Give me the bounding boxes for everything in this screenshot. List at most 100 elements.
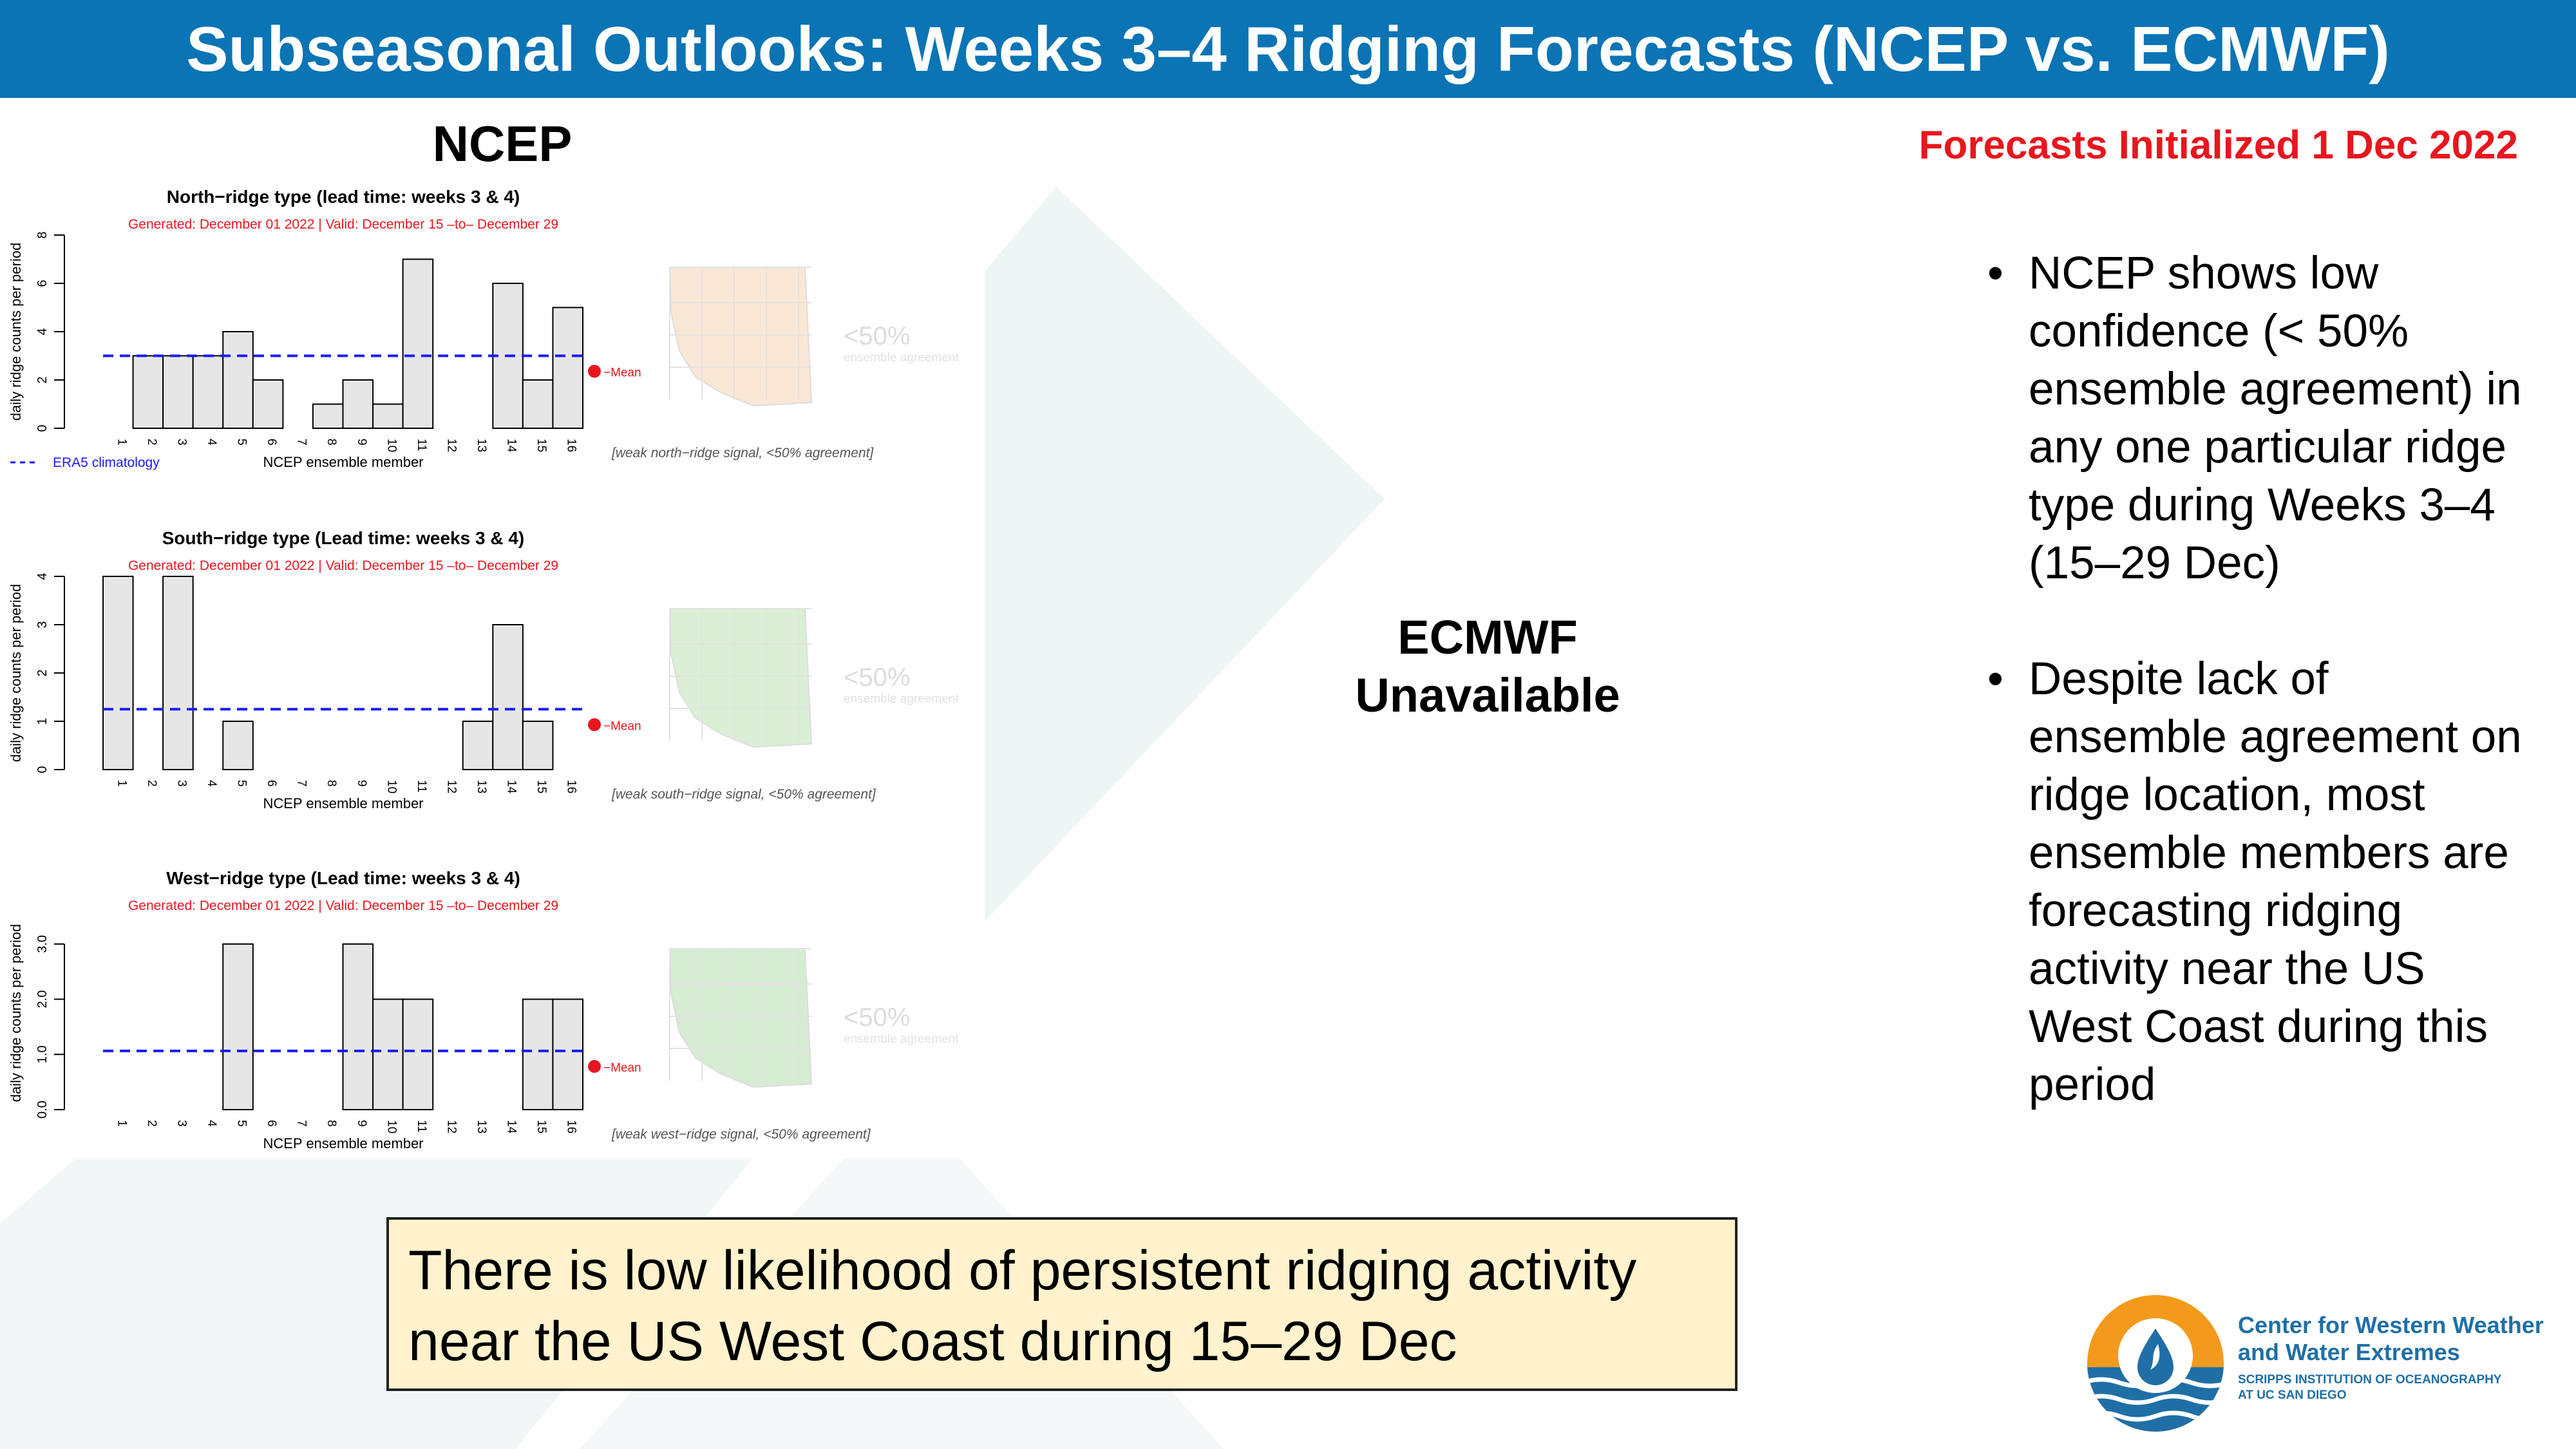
ncep-charts-panel: North−ridge type (lead time: weeks 3 & 4…: [0, 171, 985, 1159]
bar: [222, 943, 254, 1110]
logo-sub-line: AT UC SAN DIEGO: [2238, 1388, 2347, 1402]
x-tick-label: 7: [295, 780, 308, 787]
y-tick-label: 4: [35, 328, 50, 335]
y-tick-label: 1: [35, 717, 50, 724]
x-tick-label: 8: [325, 1120, 338, 1127]
ecmwf-label: ECMWF: [1397, 611, 1578, 664]
x-tick-label: 9: [355, 439, 368, 446]
x-tick-label: 2: [145, 1120, 158, 1127]
x-tick-label: 2: [145, 439, 158, 446]
y-tick-label: 2.0: [35, 990, 50, 1009]
chart-subtitle: Generated: December 01 2022 | Valid: Dec…: [128, 217, 558, 232]
bar: [342, 379, 374, 429]
x-tick-label: 4: [205, 780, 218, 787]
x-tick-label: 16: [565, 780, 578, 793]
bar: [222, 331, 254, 429]
map-agreement-pct: <50%: [844, 663, 910, 692]
map-agreement-caption: ensemble agreement: [844, 351, 959, 365]
bar: [252, 379, 284, 429]
y-axis-label: daily ridge counts per period: [8, 924, 24, 1102]
x-tick-label: 4: [205, 439, 218, 446]
bar: [552, 307, 583, 429]
y-tick-label: 2: [35, 669, 50, 676]
x-tick-label: 8: [325, 439, 338, 446]
y-tick-label: 1.0: [35, 1045, 50, 1063]
y-axis-label: daily ridge counts per period: [8, 243, 24, 421]
bar: [372, 998, 404, 1110]
forecast-init-label: Forecasts Initialized 1 Dec 2022: [1918, 123, 2518, 167]
x-tick-label: 12: [444, 1120, 458, 1133]
bar: [342, 943, 374, 1110]
ecmwf-unavailable-message: ECMWF Unavailable: [1288, 609, 1687, 724]
legend-label: ERA5 climatology: [53, 455, 160, 470]
y-tick-label: 4: [35, 573, 50, 580]
x-tick-label: 15: [535, 780, 548, 793]
x-tick-label: 12: [444, 780, 458, 793]
x-tick-label: 10: [384, 1120, 398, 1133]
map-land: [668, 267, 813, 407]
x-tick-label: 11: [415, 439, 428, 451]
x-tick-label: 5: [235, 780, 249, 787]
mean-dot: [588, 1059, 601, 1073]
key-point: NCEP shows low confidence (< 50% ensembl…: [1984, 245, 2537, 592]
bar: [102, 576, 134, 770]
summary-line: There is low likelihood of persistent ri…: [408, 1240, 1637, 1302]
y-tick-label: 0: [35, 424, 50, 431]
x-tick-label: 3: [175, 780, 188, 787]
chart-subtitle: Generated: December 01 2022 | Valid: Dec…: [128, 898, 558, 913]
x-tick-label: 10: [384, 439, 398, 452]
map-agreement-caption: ensemble agreement: [844, 1032, 959, 1046]
key-point: Despite lack of ensemble agreement on ri…: [1984, 650, 2537, 1114]
x-tick-label: 2: [145, 780, 158, 787]
map-agreement-caption: ensemble agreement: [844, 692, 959, 706]
x-tick-label: 3: [175, 1120, 188, 1127]
y-tick-label: 2: [35, 376, 50, 383]
x-tick-label: 15: [535, 1120, 548, 1133]
x-tick-label: 7: [295, 439, 308, 446]
bar: [462, 721, 494, 770]
y-tick-label: 6: [35, 279, 50, 287]
chart-title: North−ridge type (lead time: weeks 3 & 4…: [167, 187, 520, 207]
logo-subtitle: SCRIPPS INSTITUTION OF OCEANOGRAPHY AT U…: [2238, 1372, 2547, 1403]
bar: [552, 998, 583, 1110]
x-tick-label: 1: [115, 780, 128, 787]
north-ridge-chart: North−ridge type (lead time: weeks 3 & 4…: [8, 187, 959, 470]
bar: [162, 355, 194, 429]
x-tick-label: 5: [235, 439, 249, 446]
signal-note: [weak south−ridge signal, <50% agreement…: [611, 787, 876, 802]
mean-label: −Mean: [603, 366, 641, 380]
y-tick-label: 8: [35, 231, 50, 238]
x-tick-label: 6: [265, 439, 278, 446]
bar: [492, 624, 524, 770]
map-agreement-pct: <50%: [844, 1003, 910, 1032]
signal-note: [weak west−ridge signal, <50% agreement]: [611, 1127, 871, 1142]
mean-label: −Mean: [603, 719, 641, 733]
x-tick-label: 1: [115, 1120, 128, 1127]
y-tick-label: 3.0: [35, 935, 50, 953]
cw3e-logo: Center for Western Weather and Water Ext…: [2083, 1291, 2547, 1436]
x-tick-label: 16: [565, 439, 578, 452]
x-axis-label: NCEP ensemble member: [263, 454, 423, 470]
x-tick-label: 14: [505, 1120, 518, 1134]
map-land: [668, 948, 813, 1088]
logo-name-line: and Water Extremes: [2238, 1339, 2460, 1365]
x-tick-label: 4: [205, 1120, 218, 1127]
x-tick-label: 13: [475, 439, 488, 452]
south-ridge-chart: South−ridge type (Lead time: weeks 3 & 4…: [8, 528, 959, 811]
chart-title: West−ridge type (Lead time: weeks 3 & 4): [166, 868, 520, 888]
logo-sub-line: SCRIPPS INSTITUTION OF OCEANOGRAPHY: [2238, 1373, 2502, 1387]
bar: [522, 998, 554, 1110]
y-axis-label: daily ridge counts per period: [8, 584, 24, 762]
bar: [522, 379, 554, 429]
x-tick-label: 7: [295, 1120, 308, 1127]
chart-subtitle: Generated: December 01 2022 | Valid: Dec…: [128, 558, 558, 573]
x-tick-label: 11: [415, 780, 428, 793]
west-ridge-chart: West−ridge type (Lead time: weeks 3 & 4)…: [8, 868, 959, 1151]
key-points-list: NCEP shows low confidence (< 50% ensembl…: [1984, 245, 2537, 1172]
x-tick-label: 8: [325, 780, 338, 787]
x-tick-label: 16: [565, 1120, 578, 1133]
x-tick-label: 14: [505, 439, 518, 453]
summary-box: There is low likelihood of persistent ri…: [386, 1217, 1738, 1391]
mean-dot: [588, 365, 601, 378]
chart-title: South−ridge type (Lead time: weeks 3 & 4…: [162, 528, 524, 548]
